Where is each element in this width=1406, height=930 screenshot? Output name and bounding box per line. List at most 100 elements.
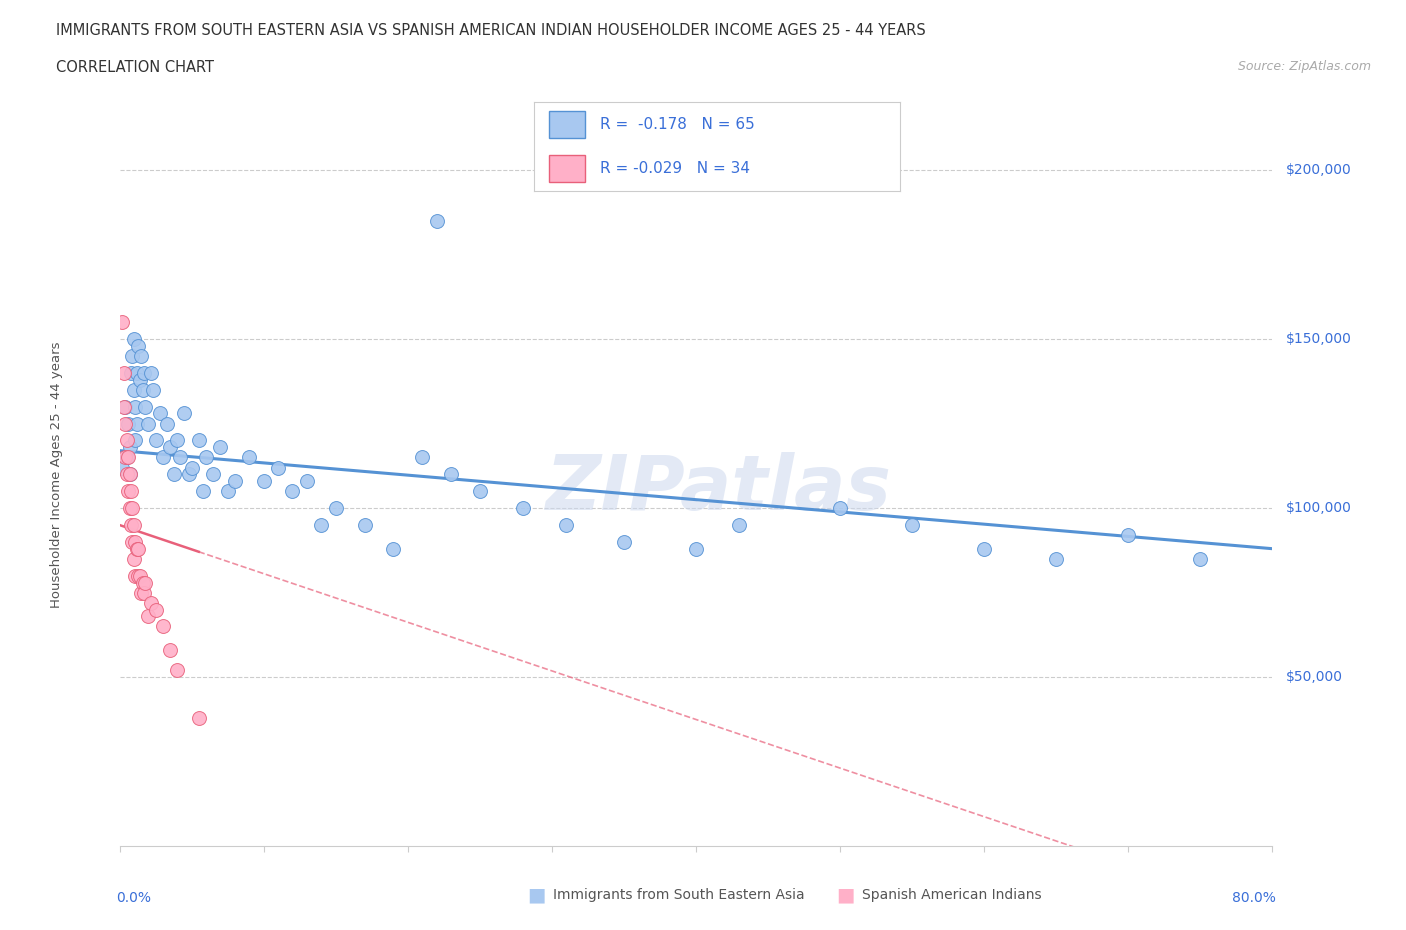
- Point: [555, 518, 578, 533]
- Point: [149, 406, 172, 421]
- Point: [177, 467, 200, 482]
- Text: R = -0.029   N = 34: R = -0.029 N = 34: [600, 161, 749, 176]
- Point: [1116, 527, 1139, 542]
- Point: [117, 416, 139, 431]
- Text: $150,000: $150,000: [1286, 332, 1353, 346]
- Point: [468, 484, 491, 498]
- Point: [118, 467, 141, 482]
- Point: [224, 473, 246, 488]
- Text: ■: ■: [527, 885, 546, 904]
- Point: [117, 484, 139, 498]
- Point: [613, 535, 636, 550]
- Text: Spanish American Indians: Spanish American Indians: [862, 887, 1042, 902]
- Point: [112, 399, 135, 414]
- Point: [132, 365, 155, 380]
- Point: [121, 500, 143, 515]
- Bar: [548, 112, 585, 138]
- Point: [142, 382, 165, 397]
- Point: [114, 416, 136, 431]
- Point: [152, 450, 174, 465]
- Point: [120, 484, 142, 498]
- Point: [440, 467, 463, 482]
- Point: [131, 575, 153, 590]
- Point: [115, 433, 138, 448]
- Point: [127, 568, 149, 583]
- Text: ■: ■: [837, 885, 855, 904]
- Point: [187, 711, 209, 725]
- Point: [122, 551, 145, 566]
- Point: [138, 609, 160, 624]
- Point: [122, 518, 145, 533]
- Point: [382, 541, 405, 556]
- Point: [129, 585, 152, 600]
- Point: [138, 416, 160, 431]
- Point: [187, 433, 209, 448]
- Point: [173, 406, 195, 421]
- Point: [238, 450, 260, 465]
- Point: [118, 500, 141, 515]
- Point: [411, 450, 433, 465]
- Point: [425, 213, 447, 228]
- Text: $100,000: $100,000: [1286, 501, 1353, 515]
- Text: 80.0%: 80.0%: [1232, 891, 1275, 905]
- Point: [267, 460, 290, 475]
- Point: [134, 399, 156, 414]
- Point: [281, 484, 304, 498]
- Point: [973, 541, 995, 556]
- Point: [194, 450, 217, 465]
- Point: [156, 416, 179, 431]
- Point: [129, 349, 152, 364]
- Point: [118, 440, 141, 455]
- Point: [117, 450, 139, 465]
- Point: [124, 399, 146, 414]
- Text: $200,000: $200,000: [1286, 163, 1353, 177]
- Text: 0.0%: 0.0%: [117, 891, 150, 905]
- Text: Source: ZipAtlas.com: Source: ZipAtlas.com: [1237, 60, 1371, 73]
- Text: IMMIGRANTS FROM SOUTH EASTERN ASIA VS SPANISH AMERICAN INDIAN HOUSEHOLDER INCOME: IMMIGRANTS FROM SOUTH EASTERN ASIA VS SP…: [56, 23, 927, 38]
- Point: [115, 467, 138, 482]
- Point: [191, 484, 214, 498]
- Point: [115, 450, 138, 465]
- Point: [132, 585, 155, 600]
- Text: $50,000: $50,000: [1286, 671, 1343, 684]
- Point: [180, 460, 202, 475]
- Point: [112, 365, 135, 380]
- Point: [125, 541, 148, 556]
- Point: [125, 365, 148, 380]
- Point: [134, 575, 156, 590]
- Point: [152, 619, 174, 634]
- Text: CORRELATION CHART: CORRELATION CHART: [56, 60, 214, 75]
- Point: [163, 467, 186, 482]
- Point: [124, 433, 146, 448]
- Point: [145, 602, 167, 617]
- Point: [125, 416, 148, 431]
- Point: [169, 450, 191, 465]
- Point: [128, 568, 150, 583]
- Point: [122, 332, 145, 347]
- Text: R =  -0.178   N = 65: R = -0.178 N = 65: [600, 117, 755, 132]
- Point: [145, 433, 167, 448]
- Point: [209, 440, 232, 455]
- Point: [1189, 551, 1212, 566]
- Point: [1045, 551, 1067, 566]
- Point: [828, 500, 851, 515]
- Point: [114, 450, 136, 465]
- Point: [128, 372, 150, 387]
- Point: [124, 568, 146, 583]
- Point: [124, 535, 146, 550]
- Point: [127, 541, 149, 556]
- Point: [253, 473, 276, 488]
- Bar: [548, 155, 585, 182]
- Point: [728, 518, 751, 533]
- Point: [685, 541, 707, 556]
- Point: [121, 349, 143, 364]
- Point: [159, 440, 181, 455]
- Point: [118, 467, 141, 482]
- Point: [120, 365, 142, 380]
- Point: [121, 535, 143, 550]
- Point: [217, 484, 239, 498]
- Point: [166, 663, 188, 678]
- Point: [353, 518, 375, 533]
- Point: [120, 518, 142, 533]
- Point: [122, 382, 145, 397]
